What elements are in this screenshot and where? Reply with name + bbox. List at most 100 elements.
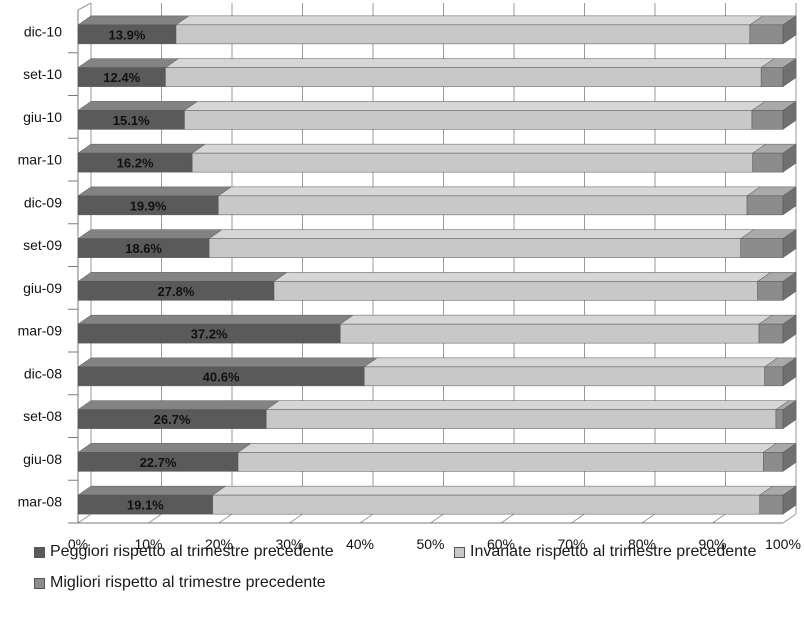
bar-segment [211,485,774,515]
category-label: set-10 [23,66,62,82]
bar-top-face [217,186,761,197]
bar-side-face [782,271,797,301]
x-tick-label: 0% [68,536,88,552]
bar-segment [751,143,797,173]
bar-side-face [782,100,797,130]
bar-side-face [782,143,797,173]
data-label: 37.2% [191,327,228,342]
bar-top-face [77,101,199,111]
bar-front-face [751,110,784,130]
bar-front-face [764,366,784,387]
bar-front-face [740,238,784,258]
bar-segment [746,186,797,216]
bar-front-face [184,110,753,130]
bar-top-face [77,186,233,197]
x-tick-label: 60% [487,536,515,552]
bar-front-face [340,323,760,344]
bar-top-face [77,272,288,282]
bar-segment [191,143,767,173]
category-label: set-08 [23,408,62,424]
bar-segment [363,357,779,387]
bar-side-face [782,58,797,88]
gridline-floor [359,513,374,524]
bar-segment [77,357,379,387]
category-label: giu-09 [23,280,62,296]
bar-top-face [175,15,764,26]
gridline-floor [712,513,726,524]
bar-side-face [782,442,797,472]
bar-front-face [165,67,762,87]
data-label: 27.8% [158,284,195,299]
bar-top-face [77,58,180,68]
bar-top-face [77,485,227,496]
bar-front-face [175,24,751,45]
x-tick-label: 20% [205,536,233,552]
bar-segment [758,314,797,344]
bar-top-face [77,357,379,368]
category-label: dic-09 [24,194,62,210]
data-label: 12.4% [103,70,140,85]
data-label: 13.9% [109,27,146,42]
data-label: 18.6% [125,241,162,256]
bar-front-face [758,323,784,344]
gridline-floor [148,513,162,524]
bar-segment [756,271,797,301]
bar-top-face [77,143,207,154]
category-label: set-09 [23,237,62,253]
bar-top-face [77,443,252,453]
gridline-floor [500,513,515,524]
bar-segment [164,58,775,87]
bar-top-face [237,443,778,453]
bar-segment [77,485,227,515]
bar-front-face [760,67,784,87]
x-tick-label: 90% [698,536,726,552]
bar-front-face [749,24,784,45]
category-label: dic-08 [24,365,62,381]
data-label: 22.7% [140,455,177,470]
bar-segment [775,400,797,430]
axis-layer: mar-08 giu-08 set-08 dic-08 mar-09 giu-09 set-… [18,23,801,552]
bar-segment [77,229,223,258]
bar-segment [183,101,766,130]
data-label: 19.9% [130,198,167,213]
x-tick-label: 100% [765,536,801,552]
bar-top-face [191,143,767,154]
bar-top-face [77,229,223,239]
data-label: 40.6% [203,369,240,384]
bar-front-face [746,195,784,216]
x-tick-label: 30% [275,536,303,552]
bar-segment [751,100,797,130]
bar-top-face [208,229,755,239]
bar-front-face [759,494,784,515]
category-label: dic-10 [24,23,62,39]
gridline-floor [289,513,303,524]
x-tick-label: 10% [134,536,162,552]
bar-front-face [265,409,777,429]
bar-top-face [77,400,281,410]
bar-segment [77,314,355,344]
bar-top-face [164,58,775,68]
gridline-floor [571,513,585,524]
bar-top-face [183,101,766,111]
gridline-floor [782,513,797,524]
bar-segment [77,443,252,472]
bar-front-face [212,494,760,515]
bar-front-face [191,152,753,173]
category-label: giu-10 [23,109,62,125]
bar-side-face [782,314,797,344]
bar-front-face [208,238,741,258]
bar-segment [77,101,199,130]
bar-front-face [273,281,758,301]
bar-segment [265,400,790,429]
bar-segment [77,400,281,429]
bar-side-face [782,485,797,515]
bar-segment [77,143,207,173]
bar-top-face [77,15,190,26]
bar-front-face [752,152,784,173]
data-label: 19.1% [127,498,164,513]
bar-top-face [339,314,773,325]
x-tick-label: 40% [346,536,374,552]
data-label: 26.7% [154,412,191,427]
bar-top-face [273,272,772,282]
